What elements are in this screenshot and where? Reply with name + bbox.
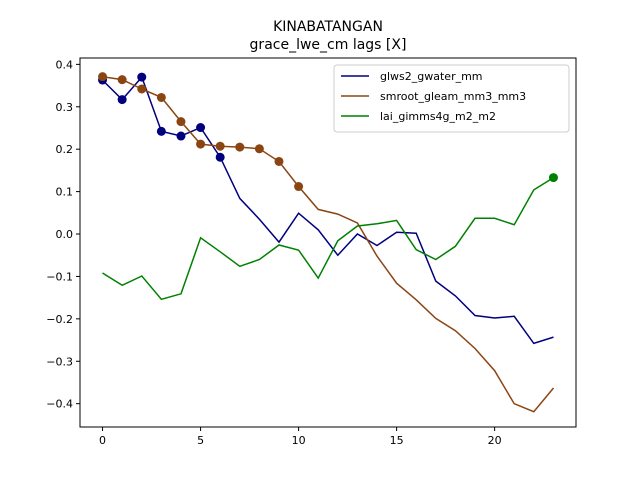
data-point-lai_gimms4g_m2_m2 xyxy=(548,173,558,183)
y-tick-label: −0.1 xyxy=(46,270,73,283)
y-tick-label: 0.2 xyxy=(56,143,74,156)
x-tick-label: 20 xyxy=(488,434,502,447)
series-layer xyxy=(98,72,558,413)
legend-label-smroot_gleam_mm3_mm3: smroot_gleam_mm3_mm3 xyxy=(380,90,526,103)
x-tick-label: 5 xyxy=(197,434,204,447)
data-point-smroot_gleam_mm3_mm3 xyxy=(196,139,206,149)
data-point-smroot_gleam_mm3_mm3 xyxy=(274,156,284,166)
y-tick-label: −0.2 xyxy=(46,313,73,326)
y-tick-label: 0.4 xyxy=(56,58,74,71)
legend: glws2_gwater_mm smroot_gleam_mm3_mm3 lai_g… xyxy=(333,64,570,133)
chart-title: KINABATANGAN xyxy=(273,19,383,35)
series-line-smroot_gleam_mm3_mm3 xyxy=(102,75,555,413)
y-tick-label: 0.1 xyxy=(56,186,74,199)
legend-label-lai_gimms4g_m2_m2: lai_gimms4g_m2_m2 xyxy=(380,110,496,123)
y-axis: −0.4 −0.3 −0.2 −0.1 0.0 0.1 0.2 0.3 0.4 xyxy=(46,58,80,411)
x-tick-label: 10 xyxy=(292,434,306,447)
y-tick-label: −0.3 xyxy=(46,355,73,368)
data-point-smroot_gleam_mm3_mm3 xyxy=(176,117,186,127)
y-tick-label: −0.4 xyxy=(46,398,73,411)
data-point-glws2_gwater_mm xyxy=(176,131,186,141)
y-tick-label: 0.3 xyxy=(56,101,74,114)
data-point-smroot_gleam_mm3_mm3 xyxy=(235,142,245,152)
x-axis: 0 5 10 15 20 xyxy=(99,427,502,447)
legend-box xyxy=(333,64,570,133)
data-point-glws2_gwater_mm xyxy=(196,123,206,133)
chart-subtitle: grace_lwe_cm lags [X] xyxy=(250,37,407,53)
data-point-smroot_gleam_mm3_mm3 xyxy=(254,144,264,154)
series-line-lai_gimms4g_m2_m2 xyxy=(102,176,554,301)
data-point-smroot_gleam_mm3_mm3 xyxy=(156,92,166,102)
data-point-glws2_gwater_mm xyxy=(156,126,166,136)
plot-area xyxy=(79,57,577,428)
data-point-smroot_gleam_mm3_mm3 xyxy=(215,141,225,151)
data-point-glws2_gwater_mm xyxy=(215,152,225,162)
data-point-smroot_gleam_mm3_mm3 xyxy=(137,84,147,94)
legend-label-glws2_gwater_mm: glws2_gwater_mm xyxy=(380,70,483,83)
x-tick-label: 15 xyxy=(390,434,404,447)
plot-frame xyxy=(79,57,577,428)
data-point-smroot_gleam_mm3_mm3 xyxy=(117,75,127,85)
x-tick-label: 0 xyxy=(99,434,106,447)
data-point-smroot_gleam_mm3_mm3 xyxy=(294,182,304,192)
y-tick-label: 0.0 xyxy=(56,228,74,241)
data-point-glws2_gwater_mm xyxy=(137,72,147,82)
data-point-smroot_gleam_mm3_mm3 xyxy=(98,72,108,82)
data-point-glws2_gwater_mm xyxy=(117,95,127,105)
